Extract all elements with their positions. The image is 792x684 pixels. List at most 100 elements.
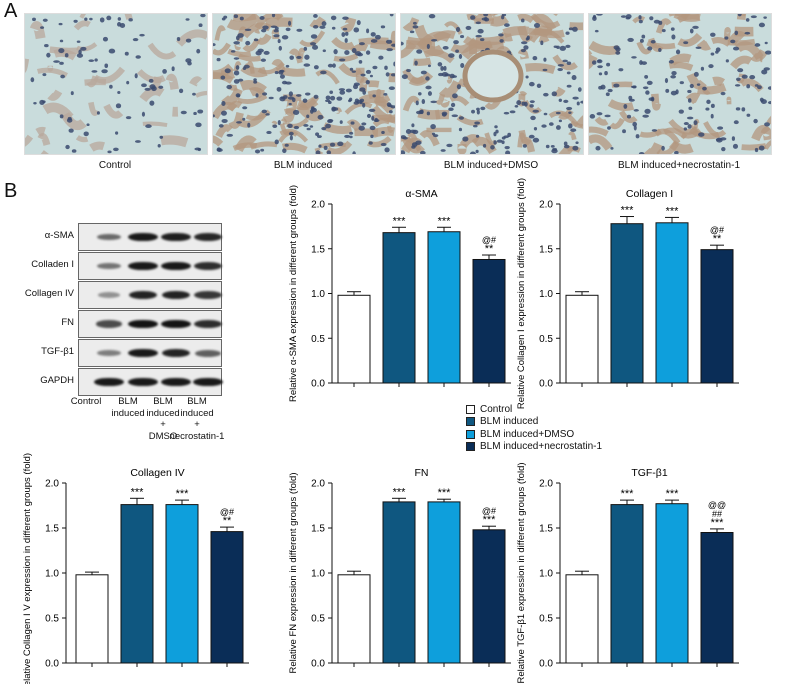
y-tick-label: 1.0: [45, 569, 59, 580]
blot-lane-label-line: induced: [180, 407, 214, 419]
legend-swatch: [466, 442, 475, 452]
legend-item: BLM induced+necrostatin-1: [466, 441, 602, 454]
y-tick-label: 2.0: [311, 479, 325, 490]
blot-lane-label: Control: [56, 396, 116, 408]
blot-band: [195, 349, 221, 357]
blot-band: [194, 291, 222, 299]
blot-band: [95, 320, 123, 328]
chart-title: α-SMA: [405, 188, 437, 200]
bar: [700, 532, 734, 664]
micrograph-caption-control: Control: [98, 160, 132, 171]
y-tick-label: 1.5: [539, 524, 553, 535]
blot-band: [97, 262, 121, 270]
legend-swatch: [466, 429, 475, 439]
blot-strip: [78, 368, 223, 396]
y-tick-label: 1.0: [539, 289, 553, 300]
micrograph-blm-necrostatin: [588, 13, 772, 155]
significance-label: ##: [712, 509, 722, 519]
y-tick-label: 0.5: [311, 614, 325, 625]
bar: [472, 529, 506, 664]
y-tick-label: 2.0: [311, 200, 325, 211]
bar: [655, 503, 689, 664]
significance-label: ***: [131, 486, 145, 498]
y-tick-label: 0.0: [311, 379, 325, 390]
y-tick-label: 0.0: [45, 659, 59, 670]
micrograph-blm-dmso: [400, 13, 584, 155]
bar: [565, 294, 599, 384]
blot-lane-label-line: +: [194, 419, 200, 430]
significance-label: ***: [438, 215, 452, 227]
blot-band: [128, 290, 158, 300]
blot-strip: [78, 310, 223, 338]
significance-label: ***: [666, 205, 680, 217]
blot-lane-label-line: BLM: [118, 396, 138, 407]
blot-row-label: TGF-β1: [41, 346, 74, 357]
legend-swatch: [466, 417, 475, 427]
significance-label: **: [713, 233, 722, 245]
blot-band: [128, 232, 158, 242]
blot-lane-label-line: +: [160, 419, 166, 430]
blot-strip: [78, 339, 222, 367]
bar: [210, 531, 244, 664]
bar: [382, 232, 416, 384]
chart-title: TGF-β1: [631, 467, 668, 479]
legend-label: BLM induced+DMSO: [480, 428, 575, 440]
blot-lane-label-line: necrostatin-1: [169, 430, 225, 442]
legend-label: BLM induced+necrostatin-1: [480, 441, 603, 453]
legend-label: Control: [480, 403, 513, 415]
y-tick-label: 1.5: [539, 244, 553, 255]
significance-label: ***: [666, 488, 680, 500]
y-tick-label: 0.5: [539, 614, 553, 625]
bar: [700, 249, 734, 384]
significance-label: ***: [711, 517, 725, 529]
bar: [337, 294, 371, 384]
blot-band: [161, 232, 191, 242]
blot-band: [193, 319, 223, 329]
bar: [472, 258, 506, 384]
y-tick-label: 1.0: [539, 569, 553, 580]
y-tick-label: 1.0: [311, 569, 325, 580]
micrograph-caption-blm-dmso: BLM induced+DMSO: [443, 160, 539, 171]
panel-label-b: B: [4, 180, 18, 202]
significance-label: @#: [710, 225, 724, 235]
y-tick-label: 2.0: [45, 479, 59, 490]
significance-label: ***: [483, 514, 497, 526]
blot-lane-label-line: induced: [111, 407, 145, 419]
significance-label: **: [223, 515, 232, 527]
y-tick-label: 1.5: [45, 524, 59, 535]
significance-label: ***: [393, 215, 407, 227]
blot-band: [97, 349, 121, 357]
blot-lane-label-line: DMSO: [148, 430, 178, 442]
chart-title: Collagen I: [626, 188, 673, 200]
blot-band: [97, 292, 121, 298]
blot-strip: [78, 252, 223, 280]
bar: [610, 504, 644, 664]
blot-strip: [78, 223, 223, 251]
blot-lane-label: BLM induced + DMSO: [133, 396, 193, 442]
y-tick-label: 1.5: [311, 524, 325, 535]
blot-band: [128, 377, 158, 387]
bar: [382, 501, 416, 664]
blot-band: [161, 261, 191, 271]
micrograph-control: [24, 13, 208, 155]
blot-band: [161, 377, 191, 387]
bar: [610, 223, 644, 384]
blot-row-label: Collagen IV: [24, 288, 74, 299]
y-tick-label: 2.0: [539, 479, 553, 490]
y-tick-label: 0.5: [311, 334, 325, 345]
blot-band: [161, 319, 191, 329]
blot-row-label: GAPDH: [40, 375, 74, 386]
y-axis-label: Relative FN expression in different grou…: [288, 472, 299, 673]
blot-band: [128, 261, 158, 271]
blot-band: [128, 319, 158, 329]
blot-band: [161, 348, 191, 358]
blot-lane-label-line: BLM: [187, 396, 207, 407]
y-tick-label: 0.5: [539, 334, 553, 345]
significance-label: @#: [482, 506, 496, 516]
micrograph-blm: [212, 13, 396, 155]
blot-lane-label: BLM induced: [98, 396, 158, 419]
legend-item: Control: [466, 403, 602, 416]
significance-label: ***: [438, 487, 452, 499]
legend-label: BLM induced: [480, 416, 539, 428]
